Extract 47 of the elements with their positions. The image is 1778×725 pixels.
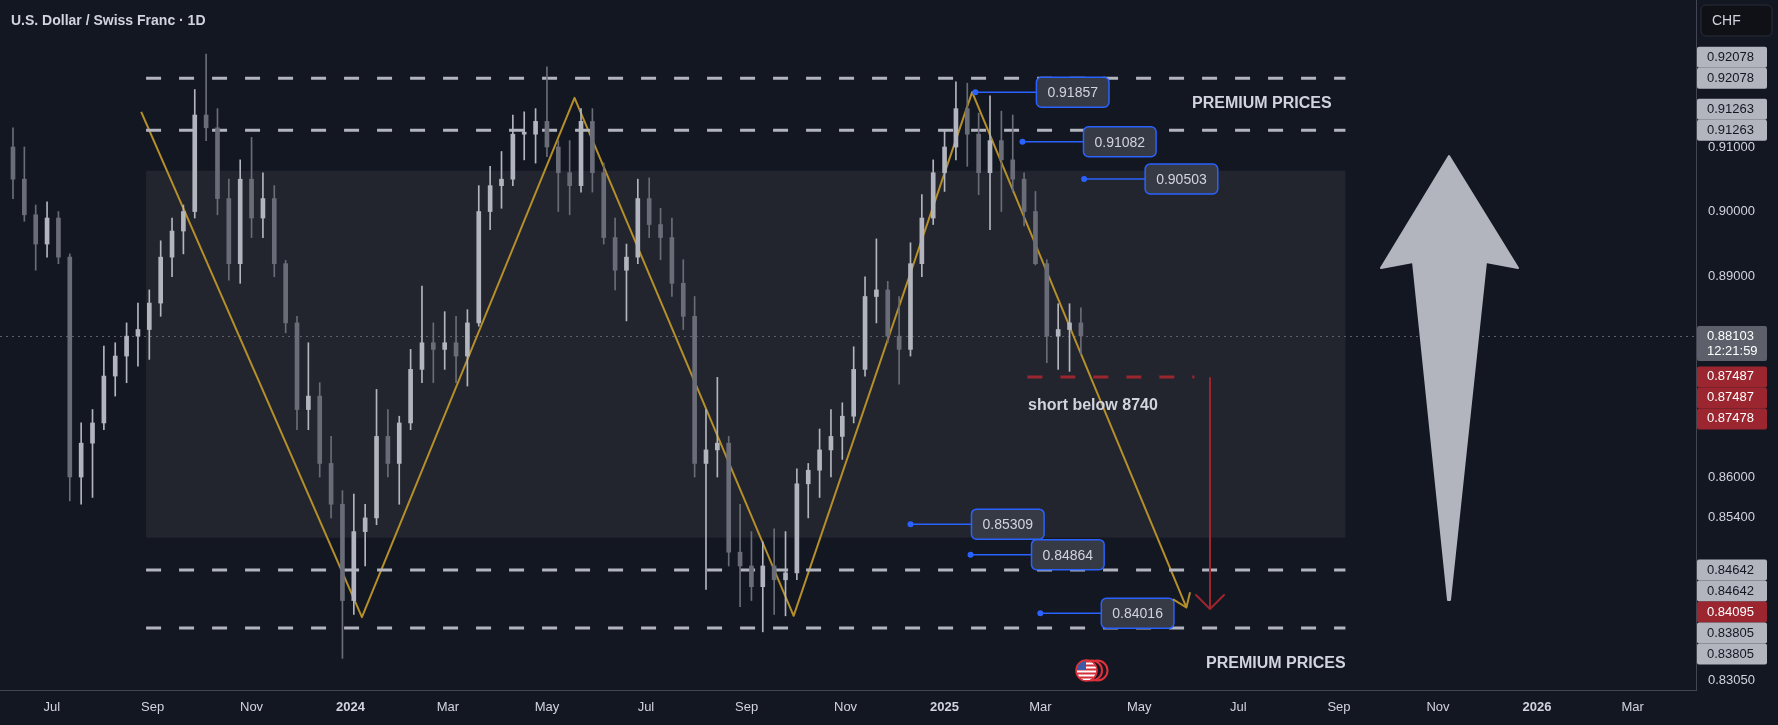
text: 0.87478 xyxy=(1707,410,1754,426)
y-tick-label: 0.91000 xyxy=(1708,138,1755,154)
annotation: 0.85309 xyxy=(982,515,1034,532)
x-tick-label: Sep xyxy=(734,699,759,715)
text: 0.83805 xyxy=(1707,624,1754,640)
text: 0.84642 xyxy=(1707,582,1754,598)
text: 0.83805 xyxy=(1707,645,1754,661)
x-tick-label: 2024 xyxy=(336,699,366,715)
annotation: PREMIUM PRICES xyxy=(1206,654,1346,672)
x-tick-label: Jul xyxy=(43,699,61,715)
annotation: 0.91857 xyxy=(1047,84,1099,101)
text: 12:21:59 xyxy=(1707,343,1758,359)
x-tick-label: Jul xyxy=(1230,699,1247,715)
annotation: PREMIUM PRICES xyxy=(1192,94,1332,112)
annotation: 0.84016 xyxy=(1112,605,1164,622)
annotation: 0.90503 xyxy=(1156,170,1207,187)
y-tick-label: 0.83050 xyxy=(1708,672,1755,688)
text: 0.87487 xyxy=(1707,389,1754,405)
x-tick-label: Mar xyxy=(1621,699,1645,715)
y-tick-label: 0.86000 xyxy=(1708,468,1755,484)
x-tick-label: May xyxy=(534,699,560,715)
x-tick-label: Nov xyxy=(834,699,858,715)
x-tick-label: Nov xyxy=(240,699,264,715)
ref-line-label: 0.88103 xyxy=(1707,328,1754,344)
y-tick-label: 0.89000 xyxy=(1708,268,1755,284)
text: 0.92078 xyxy=(1707,69,1754,85)
x-tick-label: 2026 xyxy=(1522,699,1552,715)
annotation: 0.84864 xyxy=(1042,546,1094,563)
x-tick-label: Jul xyxy=(637,699,655,715)
x-tick-label: 2025 xyxy=(930,699,960,715)
x-tick-label: Sep xyxy=(140,699,165,715)
text: U.S. Dollar / Swiss Franc · 1D xyxy=(11,11,206,28)
y-tick-label: 0.90000 xyxy=(1708,203,1755,219)
text: 0.92078 xyxy=(1707,48,1754,64)
annotation: 0.91082 xyxy=(1094,133,1146,150)
x-tick-label: Mar xyxy=(1029,699,1053,715)
x-tick-label: Sep xyxy=(1327,699,1351,715)
y-axis-title: CHF xyxy=(1712,11,1741,28)
text: 0.87487 xyxy=(1707,368,1754,384)
text: 0.84095 xyxy=(1707,603,1754,619)
x-tick-label: May xyxy=(1127,699,1153,715)
text: 0.84642 xyxy=(1707,561,1754,577)
y-tick-label: 0.85400 xyxy=(1708,509,1755,525)
x-tick-label: Mar xyxy=(436,699,460,715)
text: 0.91263 xyxy=(1707,121,1754,137)
x-tick-label: Nov xyxy=(1426,699,1450,715)
text: 0.91263 xyxy=(1707,100,1754,116)
